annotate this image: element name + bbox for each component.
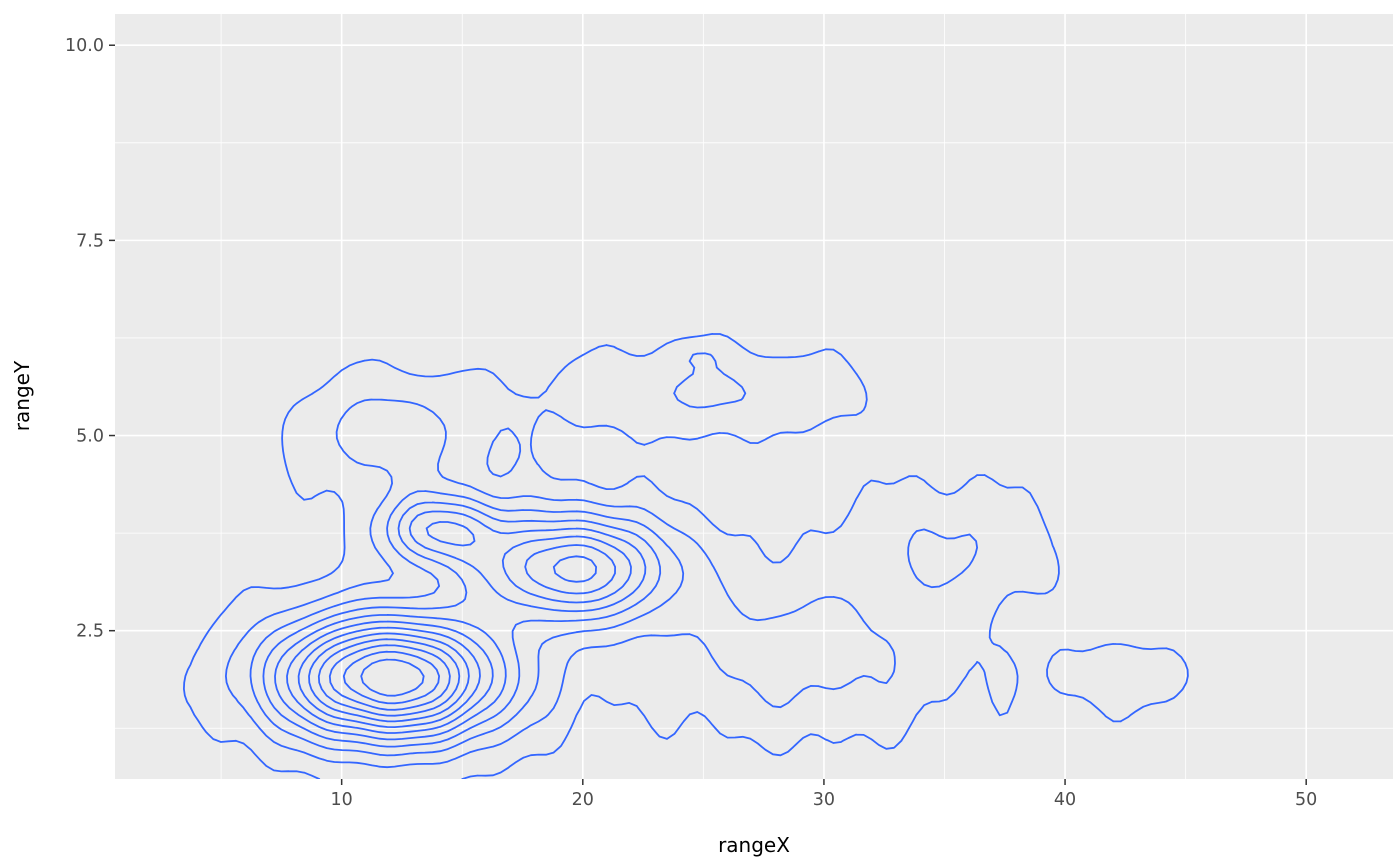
x-axis-title: rangeX [718, 833, 790, 857]
contour-lines-group [183, 333, 1189, 779]
contour-line [308, 555, 597, 723]
y-axis-title: rangeY [10, 360, 34, 432]
x-tick-label: 50 [1295, 790, 1317, 810]
contour-line [342, 650, 440, 705]
contour-line [225, 352, 978, 769]
contour-line [317, 638, 461, 717]
contour-line [297, 544, 616, 728]
x-tick-label: 20 [572, 790, 594, 810]
contour-line [328, 644, 451, 711]
contour-line [262, 501, 662, 748]
y-tick-label: 10.0 [65, 36, 104, 56]
contour-line [286, 521, 632, 734]
panel-background [115, 14, 1393, 779]
contour-line [274, 510, 647, 741]
x-tick-label: 30 [813, 790, 835, 810]
y-tick-label: 5.0 [76, 427, 104, 447]
y-tick-label: 7.5 [76, 231, 104, 251]
x-tick-label: 40 [1054, 790, 1076, 810]
contour-line [183, 333, 1189, 779]
y-tick-label: 2.5 [76, 622, 104, 642]
x-tick-label: 10 [331, 790, 353, 810]
contour-line [249, 490, 685, 757]
contour-line [360, 658, 425, 697]
